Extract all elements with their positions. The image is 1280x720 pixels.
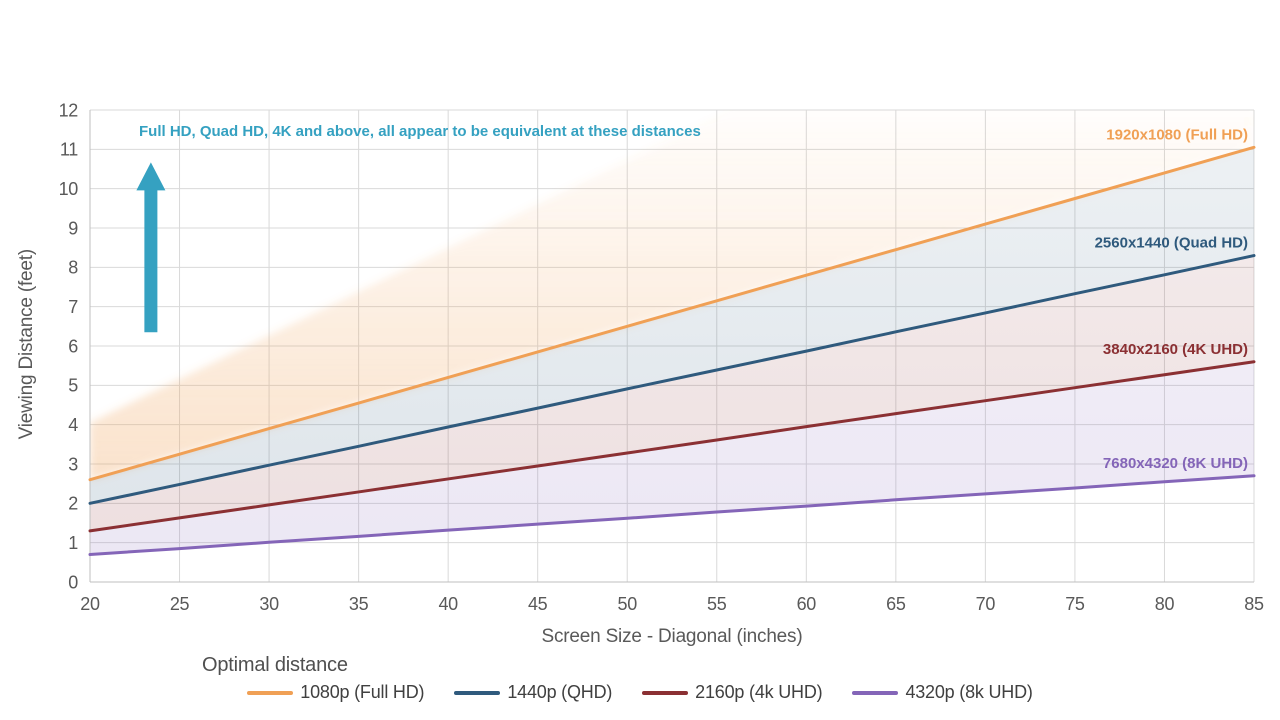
legend-title: Optimal distance bbox=[202, 654, 348, 676]
x-tick-label: 80 bbox=[1155, 594, 1175, 614]
x-tick-label: 70 bbox=[976, 594, 996, 614]
y-tick-label: 7 bbox=[68, 297, 78, 317]
x-tick-label: 55 bbox=[707, 594, 727, 614]
series-end-label-4: 7680x4320 (8K UHD) bbox=[1103, 455, 1248, 472]
x-tick-label: 45 bbox=[528, 594, 548, 614]
x-tick-label: 75 bbox=[1065, 594, 1085, 614]
legend-label: 1440p (QHD) bbox=[507, 682, 613, 702]
x-tick-label: 30 bbox=[259, 594, 279, 614]
x-tick-label: 85 bbox=[1244, 594, 1264, 614]
legend-entries: 1080p (Full HD) 1440p (QHD) 2160p (4k UHD)… bbox=[0, 682, 1280, 703]
x-tick-label: 35 bbox=[349, 594, 369, 614]
y-tick-label: 10 bbox=[59, 179, 79, 199]
legend-entry-2160p-4k-uhd-: 2160p (4k UHD) bbox=[642, 682, 823, 703]
legend-entry-1080p-full-hd-: 1080p (Full HD) bbox=[247, 682, 425, 703]
x-tick-label: 20 bbox=[80, 594, 100, 614]
legend-label: 1080p (Full HD) bbox=[300, 682, 425, 702]
x-tick-label: 50 bbox=[618, 594, 638, 614]
y-tick-label: 6 bbox=[68, 336, 78, 356]
band-full-hd bbox=[90, 110, 1254, 480]
shaded-bands bbox=[90, 110, 1254, 555]
y-tick-label: 1 bbox=[68, 533, 78, 553]
x-tick-label: 65 bbox=[886, 594, 906, 614]
series-line-4320p-8k-uhd- bbox=[88, 474, 1256, 556]
y-tick-label: 9 bbox=[68, 218, 78, 238]
y-tick-label: 12 bbox=[59, 100, 79, 120]
legend-swatch bbox=[852, 690, 899, 695]
y-tick-label: 2 bbox=[68, 494, 78, 514]
series-line-2160p-4k-uhd- bbox=[88, 360, 1256, 533]
series-line-1440p-qhd- bbox=[88, 254, 1256, 505]
legend-label: 4320p (8k UHD) bbox=[905, 682, 1033, 702]
y-axis-title: Viewing Distance (feet) bbox=[16, 249, 37, 440]
y-tick-label: 5 bbox=[68, 376, 78, 396]
y-tick-label: 0 bbox=[68, 572, 78, 592]
annotation-text: Full HD, Quad HD, 4K and above, all appe… bbox=[139, 123, 701, 140]
y-tick-label: 3 bbox=[68, 454, 78, 474]
x-tick-label: 60 bbox=[797, 594, 817, 614]
x-axis-title: Screen Size - Diagonal (inches) bbox=[541, 626, 803, 647]
series-end-label-3: 3840x2160 (4K UHD) bbox=[1103, 341, 1248, 358]
series-line-1080p-full-hd- bbox=[88, 145, 1256, 482]
band-2160p-4k-uhd- bbox=[90, 255, 1254, 531]
series-end-label-1: 1920x1080 (Full HD) bbox=[1106, 127, 1248, 144]
band-1440p-qhd- bbox=[90, 147, 1254, 504]
up-arrow bbox=[136, 162, 166, 333]
band-4320p-8k-uhd- bbox=[90, 361, 1254, 555]
legend-swatch bbox=[454, 690, 501, 695]
legend-swatch bbox=[247, 690, 294, 695]
legend-entry-1440p-qhd-: 1440p (QHD) bbox=[454, 682, 612, 703]
series-end-label-2: 2560x1440 (Quad HD) bbox=[1095, 235, 1248, 252]
y-tick-label: 4 bbox=[68, 415, 78, 435]
y-tick-label: 8 bbox=[68, 258, 78, 278]
y-tick-label: 11 bbox=[60, 140, 78, 160]
x-tick-label: 40 bbox=[438, 594, 458, 614]
x-tick-label: 25 bbox=[170, 594, 190, 614]
legend-swatch bbox=[642, 690, 689, 695]
legend-entry-4320p-8k-uhd-: 4320p (8k UHD) bbox=[852, 682, 1033, 703]
legend-label: 2160p (4k UHD) bbox=[695, 682, 823, 702]
